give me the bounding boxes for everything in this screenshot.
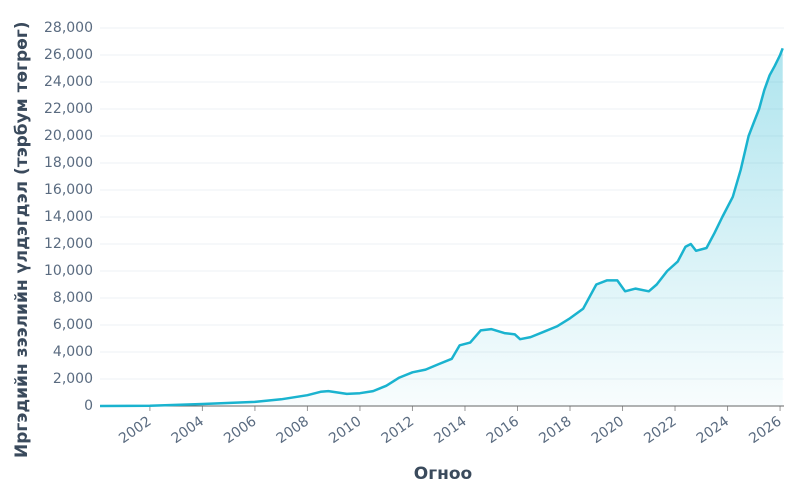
x-tick-label: 2022 bbox=[641, 413, 679, 447]
y-tick-label: 2,000 bbox=[53, 371, 93, 387]
x-tick-label: 2024 bbox=[694, 413, 732, 447]
y-tick-label: 22,000 bbox=[44, 101, 93, 117]
x-tick-label: 2002 bbox=[116, 413, 154, 447]
y-tick-label: 20,000 bbox=[44, 128, 93, 144]
y-tick-label: 28,000 bbox=[44, 20, 93, 36]
y-axis-title: Иргэдийн зээлийн үлдэгдэл (тэрбум төгрөг… bbox=[12, 22, 32, 459]
y-tick-label: 24,000 bbox=[44, 74, 93, 90]
y-tick-label: 12,000 bbox=[44, 236, 93, 252]
x-axis-title: Огноо bbox=[414, 464, 472, 484]
y-tick-label: 18,000 bbox=[44, 155, 93, 171]
y-tick-label: 0 bbox=[84, 398, 93, 414]
x-tick-label: 2012 bbox=[379, 413, 417, 447]
y-tick-label: 16,000 bbox=[44, 182, 93, 198]
y-tick-label: 14,000 bbox=[44, 209, 93, 225]
y-tick-label: 8,000 bbox=[53, 290, 93, 306]
x-tick-label: 2006 bbox=[221, 413, 259, 447]
y-tick-label: 10,000 bbox=[44, 263, 93, 279]
area bbox=[100, 48, 783, 407]
x-tick-label: 2008 bbox=[274, 413, 312, 447]
x-tick-label: 2018 bbox=[536, 413, 574, 447]
x-tick-label: 2026 bbox=[746, 413, 784, 447]
y-tick-label: 6,000 bbox=[53, 317, 93, 333]
x-tick-label: 2016 bbox=[484, 413, 522, 447]
x-tick-label: 2010 bbox=[326, 413, 364, 447]
x-tick-label: 2014 bbox=[431, 413, 469, 447]
line bbox=[99, 47, 784, 408]
y-tick-label: 4,000 bbox=[53, 344, 93, 360]
y-tick-label: 26,000 bbox=[44, 47, 93, 63]
x-tick-label: 2004 bbox=[169, 413, 207, 447]
x-tick-label: 2020 bbox=[589, 413, 627, 447]
